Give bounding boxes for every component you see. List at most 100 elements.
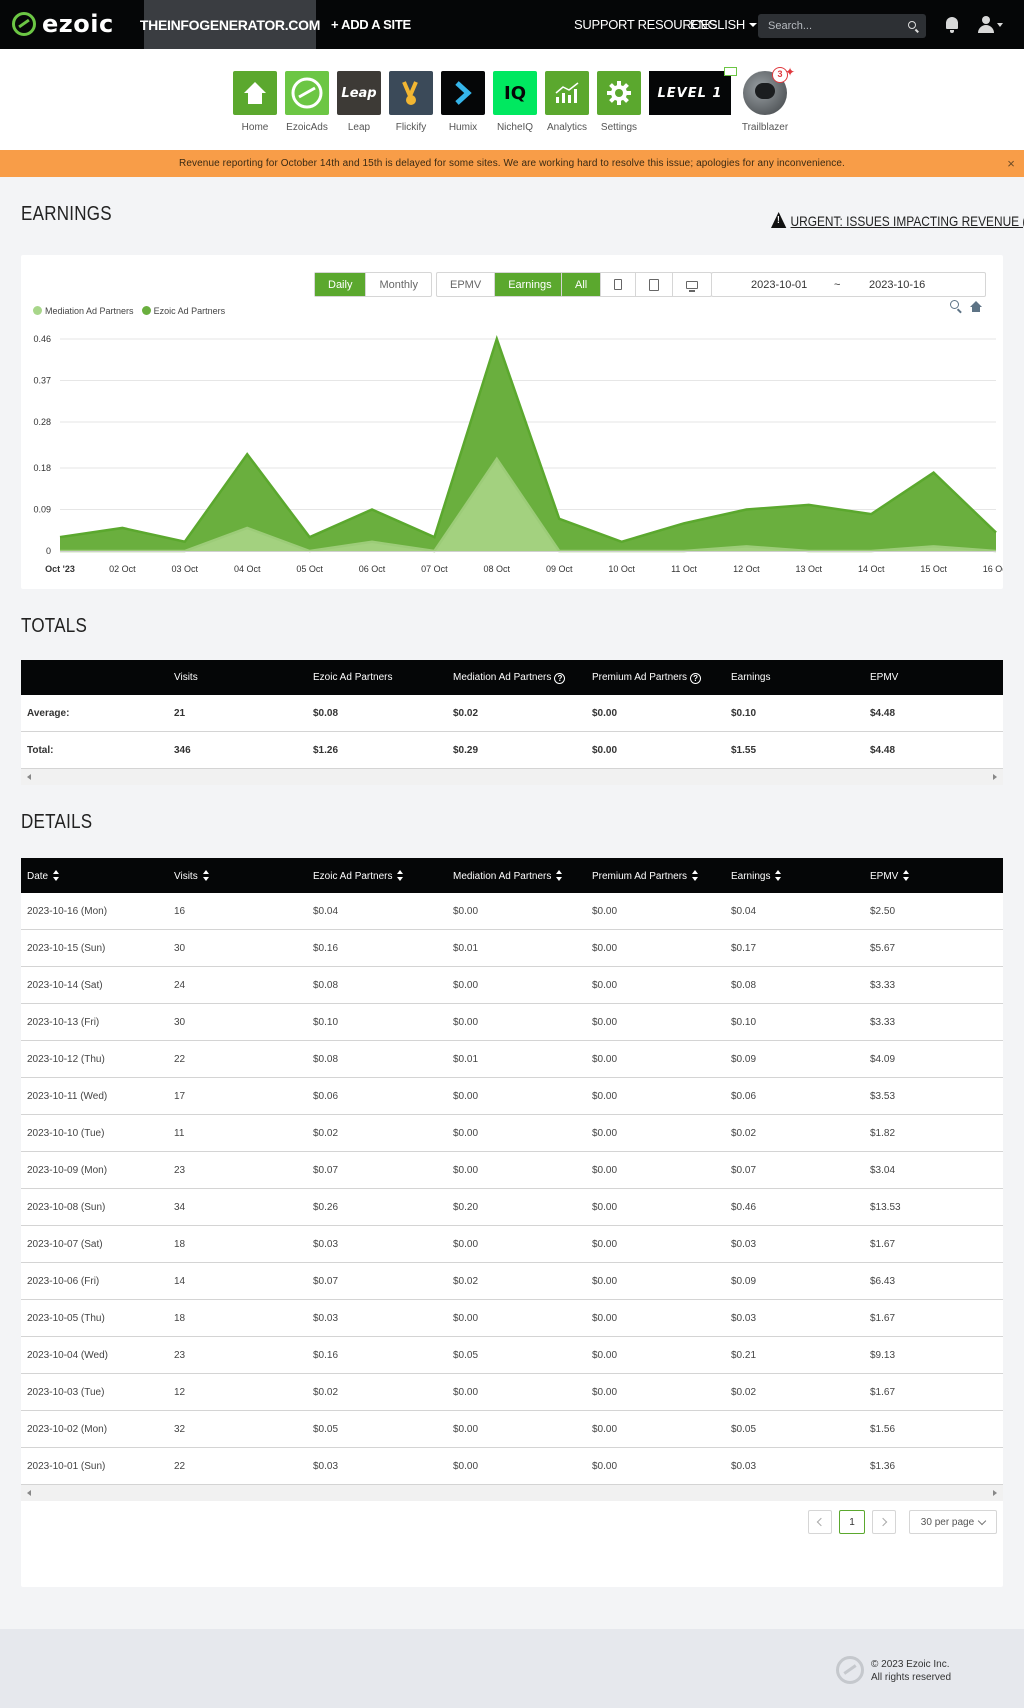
table-row: 2023-10-13 (Fri) 30 $0.10 $0.00 $0.00 $0.10 $3… <box>21 1004 1003 1041</box>
sort-icon <box>903 870 910 881</box>
user-menu-icon[interactable] <box>978 16 1003 34</box>
header-earnings: Earnings <box>731 672 771 683</box>
header-visits[interactable]: Visits <box>174 870 209 882</box>
header-mediation[interactable]: Mediation Ad Partners <box>453 870 563 882</box>
support-resources-link[interactable]: SUPPORT RESOURCES <box>574 17 718 32</box>
search-box <box>758 14 926 38</box>
app-humix[interactable]: Humix <box>440 71 486 133</box>
header-earnings[interactable]: Earnings <box>731 870 782 882</box>
horizontal-scrollbar[interactable] <box>21 769 1003 785</box>
date-range-picker[interactable]: 2023-10-01 ~ 2023-10-16 <box>711 272 986 297</box>
table-cell: 23 <box>174 1165 186 1176</box>
header-ezoic[interactable]: Ezoic Ad Partners <box>313 870 404 882</box>
earnings-button[interactable]: Earnings <box>495 273 565 296</box>
site-selector[interactable]: THEINFOGENERATOR.COM <box>140 0 320 49</box>
legend-item-mediation[interactable]: Mediation Ad Partners <box>33 306 134 316</box>
daily-button[interactable]: Daily <box>315 273 367 296</box>
humix-icon <box>441 71 485 115</box>
table-cell: $3.33 <box>870 1017 896 1028</box>
table-cell: $0.00 <box>592 1313 618 1324</box>
table-row: 2023-10-04 (Wed) 23 $0.16 $0.05 $0.00 $0.21 $9… <box>21 1337 1003 1374</box>
table-row: 2023-10-06 (Fri) 14 $0.07 $0.02 $0.00 $0.09 $6… <box>21 1263 1003 1300</box>
search-icon[interactable] <box>908 21 916 29</box>
next-page-button[interactable] <box>872 1510 896 1534</box>
table-cell: $0.04 <box>731 906 757 917</box>
page-number-button[interactable]: 1 <box>839 1510 865 1534</box>
header-label: Date <box>27 871 49 882</box>
app-ezoicads[interactable]: EzoicAds <box>284 71 330 133</box>
table-cell: 30 <box>174 943 186 954</box>
level-badge[interactable]: LEVEL 1 <box>649 67 737 115</box>
table-cell: $0.21 <box>731 1350 757 1361</box>
close-icon[interactable]: × <box>1007 156 1015 171</box>
table-cell: $0.02 <box>313 1128 339 1139</box>
help-icon[interactable]: ? <box>690 673 702 684</box>
x-tick-label: 16 Oct <box>983 564 1003 574</box>
monthly-button[interactable]: Monthly <box>379 278 418 291</box>
home-reset-icon[interactable] <box>970 301 982 312</box>
table-cell: 2023-10-16 (Mon) <box>27 906 108 917</box>
chart-tools <box>950 300 986 314</box>
urgent-issues-link[interactable]: URGENT: ISSUES IMPACTING REVENUE (1) <box>771 212 1024 229</box>
app-analytics[interactable]: Analytics <box>544 71 590 133</box>
scroll-right-icon[interactable] <box>993 1490 997 1496</box>
footer: © 2023 Ezoic Inc. All rights reserved <box>0 1629 1024 1708</box>
date-start: 2023-10-01 <box>751 279 808 291</box>
scroll-right-icon[interactable] <box>993 774 997 780</box>
y-tick-label: 0.18 <box>33 463 51 473</box>
table-cell: $1.67 <box>870 1387 896 1398</box>
search-input[interactable] <box>768 18 898 34</box>
help-icon[interactable]: ? <box>554 673 566 684</box>
table-cell: $1.36 <box>870 1461 896 1472</box>
table-cell: $0.00 <box>592 943 618 954</box>
mobile-button[interactable] <box>601 273 637 296</box>
zoom-icon[interactable] <box>950 300 959 309</box>
x-tick-label: 06 Oct <box>359 564 386 574</box>
horizontal-scrollbar[interactable] <box>21 1485 1003 1501</box>
x-tick-label: 13 Oct <box>796 564 823 574</box>
table-cell: $0.07 <box>731 1165 757 1176</box>
header-epmv[interactable]: EPMV <box>870 870 910 882</box>
header-mediation-label: Mediation Ad Partners <box>453 672 552 683</box>
app-leap[interactable]: Leap Leap <box>336 71 382 133</box>
ezoic-logo[interactable]: ezoic <box>12 10 114 38</box>
legend-item-ezoic[interactable]: Ezoic Ad Partners <box>141 306 226 316</box>
header-premium-label: Premium Ad Partners <box>592 672 688 683</box>
table-cell: $1.67 <box>870 1239 896 1250</box>
tablet-button[interactable] <box>636 273 674 296</box>
app-flickify[interactable]: Flickify <box>388 71 434 133</box>
date-separator: ~ <box>834 279 841 291</box>
per-page-select[interactable]: 30 per page <box>909 1510 997 1534</box>
table-cell: $0.05 <box>313 1424 339 1435</box>
logo-text: ezoic <box>42 10 114 38</box>
scroll-left-icon[interactable] <box>27 774 31 780</box>
details-table: Date Visits Ezoic Ad Partners Mediation … <box>21 858 1003 1501</box>
table-cell: $0.03 <box>731 1313 757 1324</box>
table-cell: $0.00 <box>592 980 618 991</box>
desktop-button[interactable] <box>673 273 711 296</box>
table-header: Visits Ezoic Ad Partners Mediation Ad Pa… <box>21 660 1003 695</box>
table-cell: 14 <box>174 1276 186 1287</box>
table-cell: 16 <box>174 906 186 917</box>
app-home[interactable]: Home <box>232 71 278 133</box>
app-nicheiq[interactable]: IQ NicheIQ <box>492 71 538 133</box>
add-site-button[interactable]: + ADD A SITE <box>331 17 411 32</box>
metric-toggle: EPMV Earnings <box>436 272 566 297</box>
scroll-left-icon[interactable] <box>27 1490 31 1496</box>
table-cell: $0.00 <box>592 906 618 917</box>
app-trailblazer[interactable]: 3 ✦ Trailblazer <box>738 65 795 133</box>
header-premium[interactable]: Premium Ad Partners <box>592 870 699 882</box>
all-devices-button[interactable]: All <box>562 273 602 296</box>
epmv-button[interactable]: EPMV <box>437 273 496 296</box>
language-selector[interactable]: ENGLISH <box>690 17 757 32</box>
table-row: 2023-10-01 (Sun) 22 $0.03 $0.00 $0.00 $0.03 $1… <box>21 1448 1003 1485</box>
table-cell: $0.16 <box>313 1350 339 1361</box>
header-epmv: EPMV <box>870 672 899 683</box>
header-date[interactable]: Date <box>27 870 60 882</box>
app-settings[interactable]: Settings <box>596 71 642 133</box>
bell-icon[interactable] <box>945 17 959 33</box>
legend-label: Ezoic Ad Partners <box>153 306 226 316</box>
header-visits: Visits <box>174 672 198 683</box>
prev-page-button[interactable] <box>808 1510 832 1534</box>
copyright-line: © 2023 Ezoic Inc. <box>871 1659 950 1670</box>
